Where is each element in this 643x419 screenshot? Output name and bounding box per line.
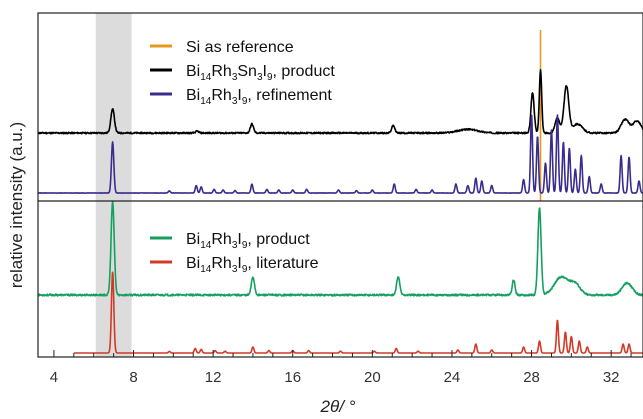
plot-frame (37, 12, 643, 358)
x-tick-label: 8 (129, 369, 137, 386)
x-tick-label: 12 (205, 369, 222, 386)
frame-layer (37, 12, 643, 358)
x-tick-label: 4 (50, 369, 58, 386)
series-line-p1 (37, 68, 643, 135)
x-tick-label: 16 (284, 369, 301, 386)
tick-layer: 4 8 12 16 20 24 28 32 (50, 350, 632, 386)
series-layer (37, 30, 643, 354)
series-line-p2 (37, 114, 643, 194)
x-tick-label: 24 (444, 369, 461, 386)
x-tick-label: 28 (523, 369, 540, 386)
legend-label-b2: Bi14Rh3I9, literature (186, 255, 319, 275)
legend-label-p2: Bi14Rh3I9, refinement (186, 87, 332, 107)
y-axis-label: relative intensity (a.u.) (7, 122, 26, 288)
x-axis-label: 2θ/ ° (320, 397, 356, 416)
legend-label-p1: Bi14Rh3Sn3I9, product (186, 63, 335, 83)
legend-label-b1: Bi14Rh3I9, product (186, 231, 310, 251)
series-line-b2 (73, 271, 643, 354)
x-tick-label: 20 (364, 369, 381, 386)
legend-label-si: Si as reference (186, 39, 294, 56)
legend-layer: Si as reference Bi14Rh3Sn3I9, product Bi14… (150, 39, 335, 275)
x-tick-label: 32 (603, 369, 620, 386)
series-line-b1 (37, 200, 643, 297)
